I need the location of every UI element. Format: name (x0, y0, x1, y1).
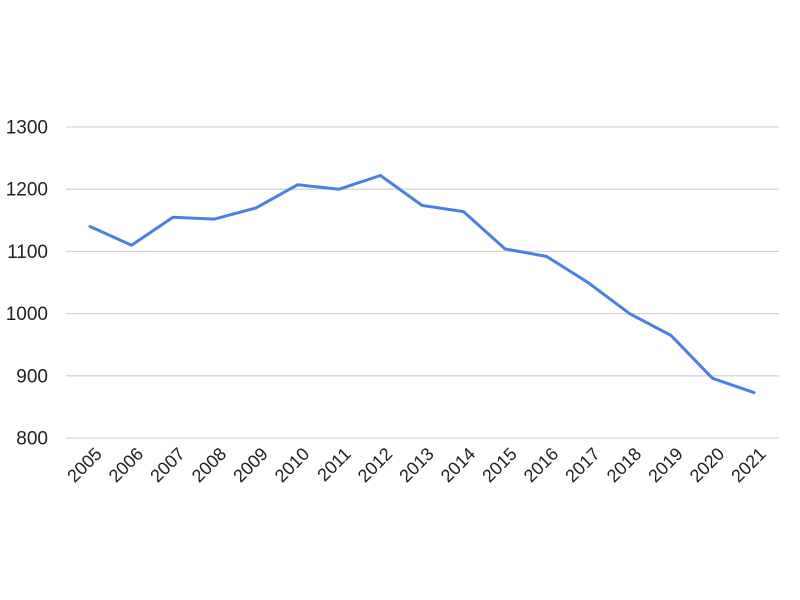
x-tick-label: 2018 (603, 444, 645, 486)
y-axis-tick-labels: 800 900 1000 1100 1200 1300 (6, 118, 48, 450)
x-tick-label: 2019 (644, 444, 686, 486)
x-tick-label: 2016 (520, 444, 562, 486)
y-tick-label: 1000 (6, 304, 48, 325)
data-line (88, 174, 756, 395)
x-tick-label: 2017 (561, 444, 603, 486)
x-tick-label: 2014 (437, 444, 479, 486)
y-tick-label: 1100 (7, 242, 48, 263)
y-tick-label: 800 (16, 429, 48, 450)
y-tick-label: 900 (16, 366, 48, 387)
x-tick-label: 2008 (188, 444, 230, 486)
x-tick-label: 2005 (63, 444, 105, 486)
gridlines-group (66, 126, 779, 439)
x-tick-label: 2006 (105, 444, 147, 486)
x-tick-label: 2012 (354, 444, 396, 486)
data-series-group (88, 174, 756, 395)
x-tick-label: 2010 (271, 444, 313, 486)
x-tick-label: 2020 (686, 444, 728, 486)
x-tick-label: 2015 (478, 444, 520, 486)
x-tick-label: 2021 (727, 444, 769, 486)
x-tick-label: 2011 (313, 444, 355, 486)
y-tick-label: 1200 (6, 180, 48, 201)
y-tick-label: 1300 (6, 118, 48, 139)
x-tick-label: 2013 (395, 444, 437, 486)
x-axis-tick-labels: 2005 2006 2007 2008 2009 2010 2011 2012 2013 2014… (63, 444, 769, 486)
x-tick-label: 2009 (229, 444, 271, 486)
x-tick-label: 2007 (146, 444, 188, 486)
